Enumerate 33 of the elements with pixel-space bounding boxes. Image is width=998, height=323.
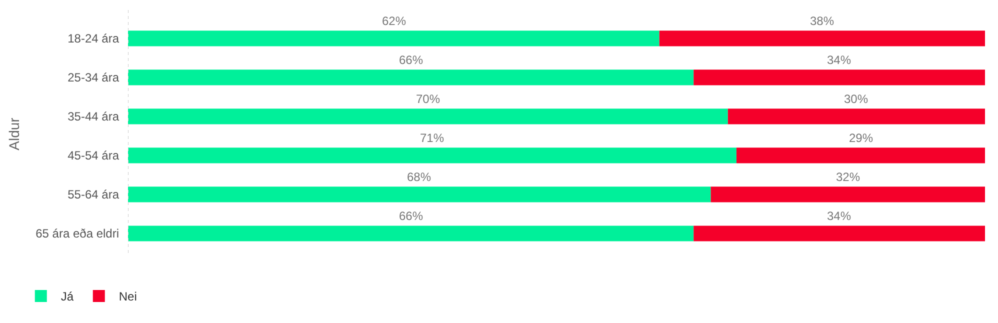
y-tick-label: 25-34 ára <box>68 70 120 85</box>
bar <box>659 30 985 46</box>
data-label: 71% <box>420 131 444 145</box>
legend-label: Já <box>60 290 74 304</box>
data-label: 29% <box>849 131 874 145</box>
data-label: 38% <box>810 14 834 28</box>
y-tick-label: 65 ára eða eldri <box>36 226 119 241</box>
bar <box>694 70 985 86</box>
data-label: 30% <box>844 92 868 106</box>
data-label: 66% <box>399 209 424 223</box>
bar <box>128 70 694 86</box>
bar <box>128 226 694 242</box>
y-tick-label: 55-64 ára <box>68 188 120 202</box>
data-label: 34% <box>827 209 852 223</box>
bar <box>728 108 985 124</box>
legend-label: Nei <box>118 290 137 304</box>
y-tick-label: 45-54 ára <box>68 148 120 163</box>
data-label: 70% <box>416 92 440 106</box>
y-tick-label: 18-24 ára <box>68 32 120 46</box>
data-label: 62% <box>382 14 406 28</box>
data-label: 68% <box>407 170 432 184</box>
data-label: 34% <box>827 53 852 67</box>
bar <box>710 186 985 202</box>
bar <box>128 148 736 164</box>
bar <box>736 148 985 164</box>
y-axis-title: Aldur <box>6 117 22 150</box>
data-label: 66% <box>399 53 424 67</box>
bar <box>128 30 660 46</box>
bar <box>128 186 711 202</box>
y-tick-label: 35-44 ára <box>68 110 120 124</box>
bar <box>128 108 728 124</box>
data-label: 32% <box>836 170 860 184</box>
bar <box>694 226 985 242</box>
